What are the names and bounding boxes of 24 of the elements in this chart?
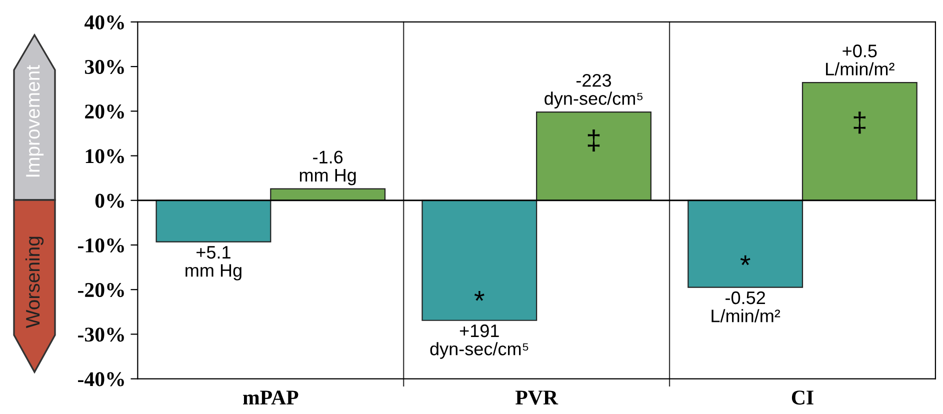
y-tick-label: -40% bbox=[78, 372, 124, 386]
annotation: +5.1 mm Hg bbox=[186, 246, 242, 280]
x-tick-label: CI bbox=[792, 390, 814, 405]
y-tick-label: 30% bbox=[84, 60, 124, 74]
y-tick-label: 0% bbox=[95, 194, 124, 208]
y-tick-label: 10% bbox=[86, 149, 124, 164]
text: Improvement bbox=[26, 65, 44, 177]
annotation: +0.5 L/min/m² bbox=[826, 44, 894, 76]
y-tick-label: 40% bbox=[84, 15, 124, 30]
annotation: ‡ bbox=[588, 129, 600, 152]
annotation: * bbox=[474, 291, 484, 301]
annotation: ‡ bbox=[854, 112, 866, 134]
text: Worsening bbox=[25, 236, 44, 328]
annotation: +191 dyn-sec/cm⁵ bbox=[430, 324, 528, 359]
y-tick-label: 20% bbox=[85, 104, 124, 119]
y-tick-label: -30% bbox=[78, 328, 124, 342]
annotation: -223 dyn-sec/cm⁵ bbox=[544, 74, 643, 108]
y-tick-label: -10% bbox=[78, 238, 124, 252]
annotation: -0.52 L/min/m² bbox=[712, 291, 780, 322]
y-tick-label: -20% bbox=[78, 282, 124, 298]
x-tick-label: mPAP bbox=[243, 390, 298, 404]
annotation: -1.6 mm Hg bbox=[300, 150, 356, 186]
annotation: * bbox=[740, 255, 750, 266]
x-tick-label: PVR bbox=[516, 390, 558, 405]
